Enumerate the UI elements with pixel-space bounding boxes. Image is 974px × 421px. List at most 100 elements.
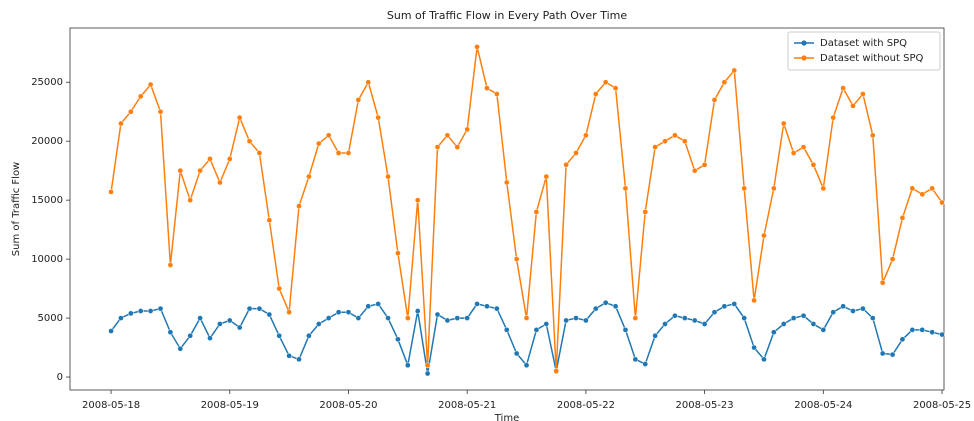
- x-tick-label: 2008-05-24: [794, 400, 852, 411]
- point: [385, 315, 391, 321]
- point: [573, 315, 579, 321]
- point: [523, 315, 530, 321]
- point: [741, 315, 748, 321]
- point: [691, 167, 698, 174]
- point: [840, 303, 846, 310]
- legend-label: Dataset without SPQ: [820, 53, 923, 64]
- point: [276, 285, 283, 292]
- point: [820, 327, 827, 333]
- point: [434, 311, 441, 318]
- point: [800, 144, 807, 150]
- point: [889, 351, 896, 358]
- point: [503, 327, 510, 333]
- y-tick-label: 25000: [31, 77, 63, 88]
- point: [701, 321, 708, 327]
- point: [602, 79, 609, 86]
- point: [345, 150, 352, 156]
- point: [869, 315, 876, 321]
- point: [454, 315, 461, 321]
- point: [553, 368, 560, 374]
- point: [236, 114, 243, 121]
- point: [246, 138, 253, 145]
- point: [780, 321, 787, 327]
- point: [860, 305, 866, 312]
- point: [167, 329, 174, 336]
- point: [533, 327, 540, 333]
- x-tick-label: 2008-05-18: [82, 400, 140, 411]
- legend-marker: [801, 55, 807, 61]
- point: [217, 179, 223, 186]
- point: [187, 197, 194, 204]
- point: [899, 214, 906, 221]
- point: [187, 332, 194, 339]
- point: [345, 309, 352, 316]
- legend-label: Dataset with SPQ: [820, 38, 907, 49]
- point: [167, 262, 174, 268]
- point: [464, 315, 471, 321]
- point: [286, 309, 292, 316]
- point: [127, 108, 134, 115]
- point: [721, 303, 728, 310]
- point: [414, 197, 421, 204]
- point: [266, 311, 273, 318]
- point: [820, 185, 827, 192]
- point: [622, 185, 629, 192]
- point: [395, 250, 401, 257]
- point: [484, 85, 490, 91]
- point: [523, 362, 530, 369]
- point: [662, 138, 668, 145]
- point: [118, 120, 124, 127]
- point: [860, 91, 866, 97]
- point: [355, 97, 362, 103]
- point: [375, 301, 382, 307]
- point: [632, 315, 639, 321]
- point: [790, 315, 797, 321]
- point: [919, 191, 926, 198]
- point: [919, 327, 926, 333]
- point: [137, 308, 144, 314]
- point: [929, 185, 935, 192]
- point: [306, 173, 312, 180]
- point: [236, 324, 243, 331]
- point: [444, 132, 451, 139]
- point: [157, 305, 164, 312]
- point: [484, 303, 490, 310]
- point: [721, 79, 728, 86]
- point: [355, 315, 362, 321]
- point: [632, 356, 639, 363]
- point: [622, 327, 629, 333]
- point: [761, 232, 767, 239]
- point: [642, 209, 649, 215]
- point: [197, 315, 203, 321]
- point: [731, 301, 738, 307]
- point: [395, 336, 401, 343]
- point: [731, 67, 738, 74]
- point: [563, 161, 569, 168]
- point: [810, 321, 817, 327]
- point: [810, 161, 817, 168]
- point: [404, 315, 411, 321]
- point: [454, 144, 461, 150]
- point: [137, 93, 144, 100]
- point: [583, 317, 589, 324]
- legend-box: [787, 31, 941, 71]
- point: [662, 321, 668, 327]
- point: [879, 279, 886, 286]
- point: [306, 332, 312, 339]
- point: [939, 331, 945, 338]
- point: [256, 150, 263, 156]
- point: [177, 345, 184, 352]
- series-line: [110, 46, 943, 372]
- point: [513, 256, 520, 262]
- y-tick-label: 15000: [31, 195, 63, 206]
- plot-frame: [69, 27, 945, 391]
- point: [494, 91, 500, 97]
- legend-marker: [801, 40, 807, 46]
- point: [325, 315, 332, 321]
- point: [691, 317, 698, 324]
- point: [365, 303, 372, 310]
- point: [889, 256, 896, 262]
- point: [711, 309, 718, 316]
- point: [612, 85, 619, 91]
